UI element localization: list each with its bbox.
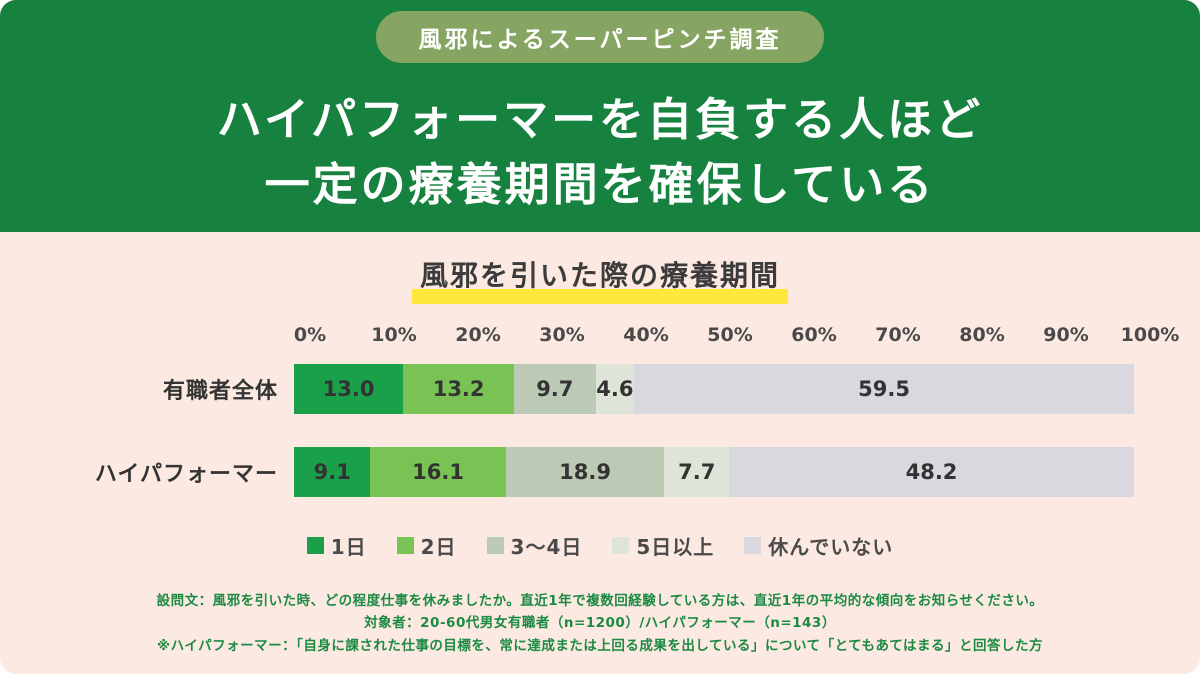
stacked-bar: 9.1 16.1 18.9 7.7 48.2 <box>294 447 1134 497</box>
chart-title: 風邪を引いた際の療養期間 <box>411 254 788 304</box>
bar-segment: 9.7 <box>514 364 596 414</box>
x-axis-tick: 40% <box>623 324 669 346</box>
bar-segment: 7.7 <box>664 447 730 497</box>
segment-value: 4.6 <box>596 377 634 401</box>
segment-value: 7.7 <box>678 460 716 484</box>
footnote-line: 設問文：風邪を引いた時、どの程度仕事を休みましたか。直近1年で複数回経験している… <box>156 593 1044 609</box>
x-axis-tick: 60% <box>791 324 837 346</box>
page-title: ハイパフォーマーを自負する人ほど 一定の療養期間を確保している <box>217 87 983 218</box>
x-axis-tick: 10% <box>371 324 417 346</box>
footnotes: 設問文：風邪を引いた時、どの程度仕事を休みましたか。直近1年で複数回経験している… <box>0 590 1200 657</box>
x-axis-tick: 80% <box>959 324 1005 346</box>
chart-body: 0% 10% 20% 30% 40% 50% 60% 70% 80% 90% 100% 有職者全体 1… <box>50 304 1179 560</box>
segment-value: 13.0 <box>322 377 375 401</box>
segment-value: 59.5 <box>858 377 910 401</box>
x-axis: 0% 10% 20% 30% 40% 50% 60% 70% 80% 90% 100% <box>294 324 1179 350</box>
row-label: ハイパフォーマー <box>94 462 278 487</box>
x-axis-tick: 90% <box>1043 324 1089 346</box>
legend-label: 3〜4日 <box>510 535 583 559</box>
footnote-line: ※ハイパフォーマー：「自身に課された仕事の目標を、常に達成または上回る成果を出し… <box>157 637 1043 654</box>
bar-rows: 有職者全体 13.0 13.2 9.7 4.6 59.5 ハイパフォーマー 9.1 16.1 18… <box>50 364 1150 497</box>
bar-row: ハイパフォーマー 9.1 16.1 18.9 7.7 48.2 <box>50 447 1150 497</box>
bar-segment: 13.0 <box>294 364 404 414</box>
legend-item: 5日以上 <box>612 531 714 560</box>
row-label: 有職者全体 <box>162 379 278 404</box>
segment-value: 18.9 <box>559 460 611 484</box>
legend-swatch-icon <box>744 537 762 554</box>
bar-segment: 16.1 <box>370 447 506 497</box>
stacked-bar: 13.0 13.2 9.7 4.6 59.5 <box>294 364 1134 414</box>
bar-segment: 13.2 <box>403 364 515 414</box>
bar-segment: 4.6 <box>595 364 635 414</box>
segment-value: 9.7 <box>536 377 574 401</box>
legend-label: 休んでいない <box>768 535 894 559</box>
chart-section: 風邪を引いた際の療養期間 0% 10% 20% 30% 40% 50% 60% 70% 80% 9… <box>0 232 1200 657</box>
legend-swatch-icon <box>306 537 324 554</box>
legend-label: 2日 <box>420 535 457 559</box>
survey-badge: 風邪によるスーパーピンチ調査 <box>376 11 824 63</box>
segment-value: 13.2 <box>432 377 485 401</box>
x-axis-tick: 30% <box>539 324 585 346</box>
legend-item: 3〜4日 <box>486 531 583 560</box>
legend-label: 1日 <box>330 535 367 559</box>
header: 風邪によるスーパーピンチ調査 ハイパフォーマーを自負する人ほど 一定の療養期間を… <box>0 0 1200 232</box>
segment-value: 16.1 <box>412 460 464 484</box>
x-axis-tick: 70% <box>875 324 921 346</box>
bar-segment: 48.2 <box>729 447 1134 497</box>
legend-item: 1日 <box>306 531 367 560</box>
x-axis-tick: 100% <box>1120 324 1180 346</box>
segment-value: 48.2 <box>905 460 958 484</box>
segment-value: 9.1 <box>313 460 351 484</box>
legend-item: 休んでいない <box>744 531 893 560</box>
legend-label: 5日以上 <box>636 535 715 559</box>
bar-segment: 59.5 <box>634 364 1134 414</box>
legend: 1日 2日 3〜4日 5日以上 休んでいない <box>50 531 1150 560</box>
x-axis-tick: 50% <box>707 324 753 346</box>
page-title-line1: ハイパフォーマーを自負する人ほど <box>216 93 984 146</box>
bar-row: 有職者全体 13.0 13.2 9.7 4.6 59.5 <box>50 364 1150 414</box>
page-title-line2: 一定の療養期間を確保している <box>264 158 936 212</box>
chart-title-wrap: 風邪を引いた際の療養期間 <box>0 254 1200 304</box>
legend-swatch-icon <box>396 537 414 554</box>
x-axis-tick: 20% <box>455 324 501 346</box>
legend-swatch-icon <box>486 537 504 554</box>
x-axis-tick: 0% <box>293 324 327 346</box>
legend-swatch-icon <box>612 537 630 554</box>
bar-segment: 9.1 <box>294 447 371 497</box>
bar-segment: 18.9 <box>505 447 665 497</box>
legend-item: 2日 <box>396 531 457 560</box>
footnote-line: 対象者：20-60代男女有職者（n=1200）/ハイパフォーマー（n=143） <box>364 615 836 632</box>
